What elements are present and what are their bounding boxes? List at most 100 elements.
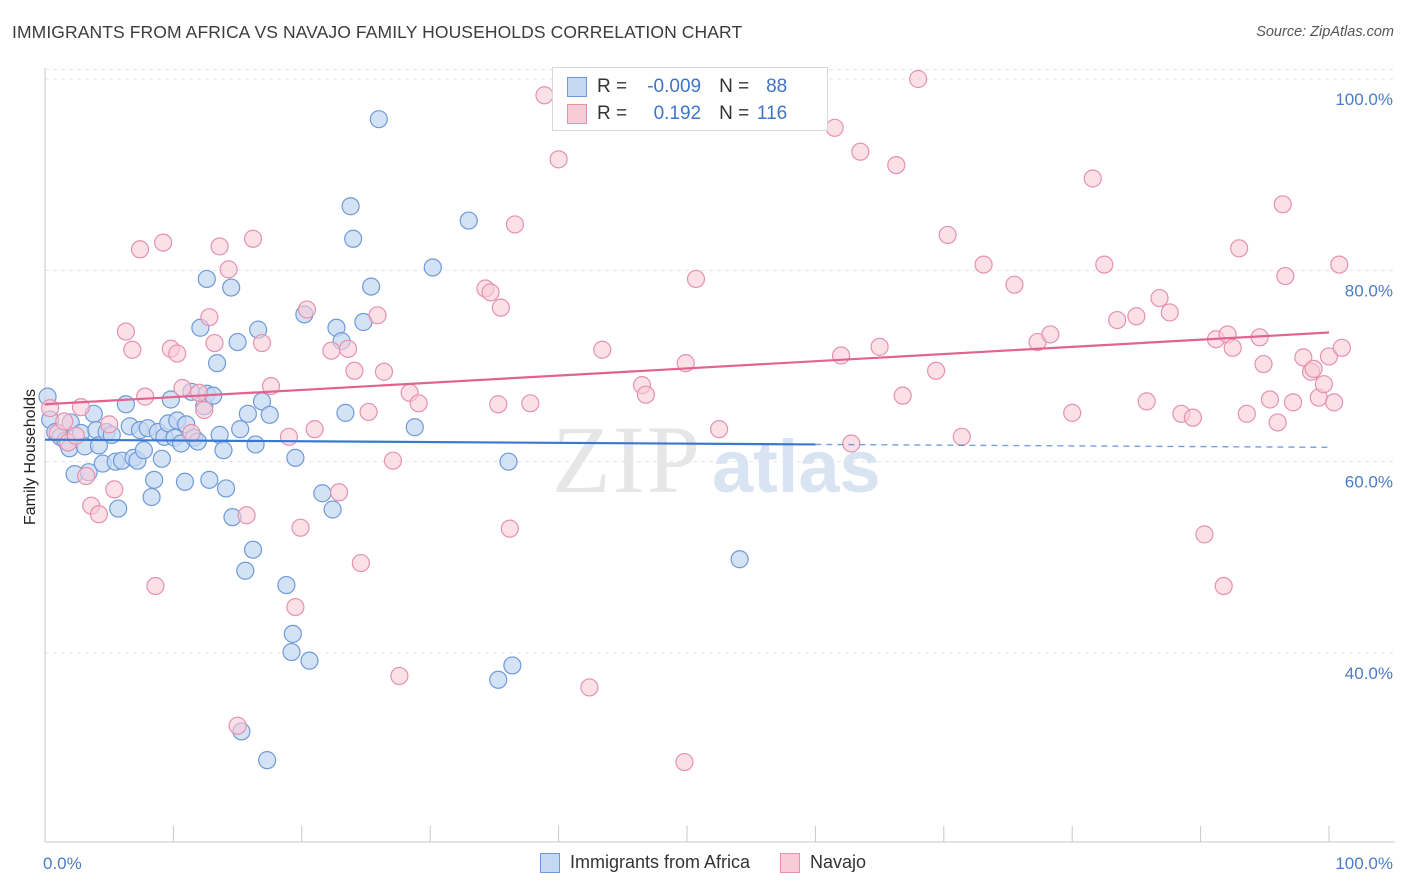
point-navajo	[195, 400, 214, 420]
legend-swatch-pink	[567, 104, 587, 124]
point-navajo	[1005, 275, 1024, 294]
point-navajo	[1283, 393, 1303, 412]
point-africa	[236, 561, 255, 580]
y-axis-title: Family Households	[22, 389, 39, 525]
point-navajo	[580, 678, 599, 697]
point-navajo	[297, 300, 317, 319]
legend-n-label: N =	[719, 103, 750, 124]
trend-navajo	[44, 331, 1330, 406]
point-navajo	[279, 427, 299, 446]
legend-n-label: N =	[719, 76, 750, 97]
point-africa	[200, 470, 219, 489]
legend-swatch-blue	[567, 77, 587, 97]
point-navajo	[489, 395, 508, 414]
legend-r-value: 0.192	[653, 103, 702, 124]
trend-africa-extension	[815, 443, 1330, 449]
point-africa	[134, 441, 153, 460]
point-navajo	[1195, 525, 1214, 544]
point-navajo	[243, 229, 263, 248]
point-navajo	[1254, 354, 1273, 374]
point-navajo	[123, 340, 142, 359]
point-africa	[369, 110, 388, 129]
point-africa	[489, 670, 508, 689]
point-navajo	[1332, 338, 1351, 357]
point-navajo	[549, 150, 568, 169]
point-africa	[405, 418, 424, 437]
point-navajo	[636, 385, 656, 404]
point-africa	[323, 500, 342, 519]
point-africa	[260, 405, 279, 424]
point-navajo	[219, 260, 238, 279]
point-navajo	[893, 386, 912, 405]
point-navajo	[870, 337, 889, 356]
point-navajo	[390, 666, 409, 686]
point-navajo	[1183, 408, 1202, 427]
point-navajo	[1314, 375, 1333, 394]
point-navajo	[1127, 307, 1146, 326]
point-navajo	[535, 86, 554, 105]
point-navajo	[305, 420, 324, 439]
legend-label-africa: Immigrants from Africa	[569, 852, 750, 872]
point-africa	[214, 441, 233, 460]
trend-lines	[44, 331, 1330, 449]
point-navajo	[1304, 359, 1323, 378]
point-navajo	[675, 752, 694, 772]
point-africa	[197, 269, 216, 289]
point-navajo	[55, 412, 74, 431]
point-africa	[175, 472, 195, 491]
trend-africa	[44, 438, 816, 446]
point-navajo	[593, 340, 612, 359]
point-africa	[222, 278, 241, 297]
point-navajo	[938, 225, 957, 245]
legend-label-navajo: Navajo	[810, 852, 867, 872]
point-navajo	[322, 341, 341, 360]
point-navajo	[116, 322, 135, 341]
point-navajo	[500, 519, 519, 538]
point-navajo	[1137, 392, 1156, 411]
point-navajo	[374, 362, 394, 381]
point-navajo	[709, 420, 729, 439]
point-africa	[459, 211, 478, 230]
legend-swatch-blue	[539, 852, 560, 873]
point-navajo	[851, 142, 870, 161]
point-africa	[207, 354, 227, 373]
point-navajo	[831, 346, 851, 365]
point-africa	[283, 624, 302, 643]
series-legend: Immigrants from Africa Navajo	[0, 852, 1406, 873]
point-navajo	[481, 283, 500, 302]
point-navajo	[210, 237, 229, 256]
point-navajo	[409, 394, 428, 413]
point-navajo	[41, 398, 60, 418]
y-tick-label: 60.0%	[1345, 473, 1393, 492]
point-navajo	[686, 269, 706, 289]
point-navajo	[1273, 195, 1292, 214]
point-navajo	[1268, 413, 1287, 432]
point-navajo	[491, 298, 510, 317]
point-navajo	[76, 466, 96, 486]
point-navajo	[345, 361, 364, 380]
point-africa	[152, 449, 171, 468]
point-navajo	[505, 215, 525, 234]
point-navajo	[1160, 303, 1179, 322]
point-navajo	[1230, 239, 1249, 258]
point-navajo	[89, 505, 109, 524]
point-navajo	[887, 156, 906, 175]
point-africa	[243, 540, 263, 559]
stats-legend: R = -0.009 N = 88 R = 0.192 N = 116	[552, 67, 828, 131]
point-navajo	[909, 69, 928, 89]
point-navajo	[952, 427, 971, 446]
legend-n-value: 88	[766, 76, 788, 97]
point-africa	[231, 420, 250, 439]
point-africa	[142, 487, 161, 507]
point-navajo	[1330, 255, 1349, 274]
point-navajo	[168, 344, 187, 363]
point-navajo	[1237, 404, 1256, 423]
point-navajo	[200, 308, 219, 327]
point-navajo	[173, 378, 192, 398]
point-africa	[341, 197, 360, 216]
legend-n-value: 116	[756, 103, 788, 124]
point-africa	[228, 332, 247, 352]
point-africa	[216, 479, 236, 498]
point-navajo	[1041, 325, 1060, 344]
